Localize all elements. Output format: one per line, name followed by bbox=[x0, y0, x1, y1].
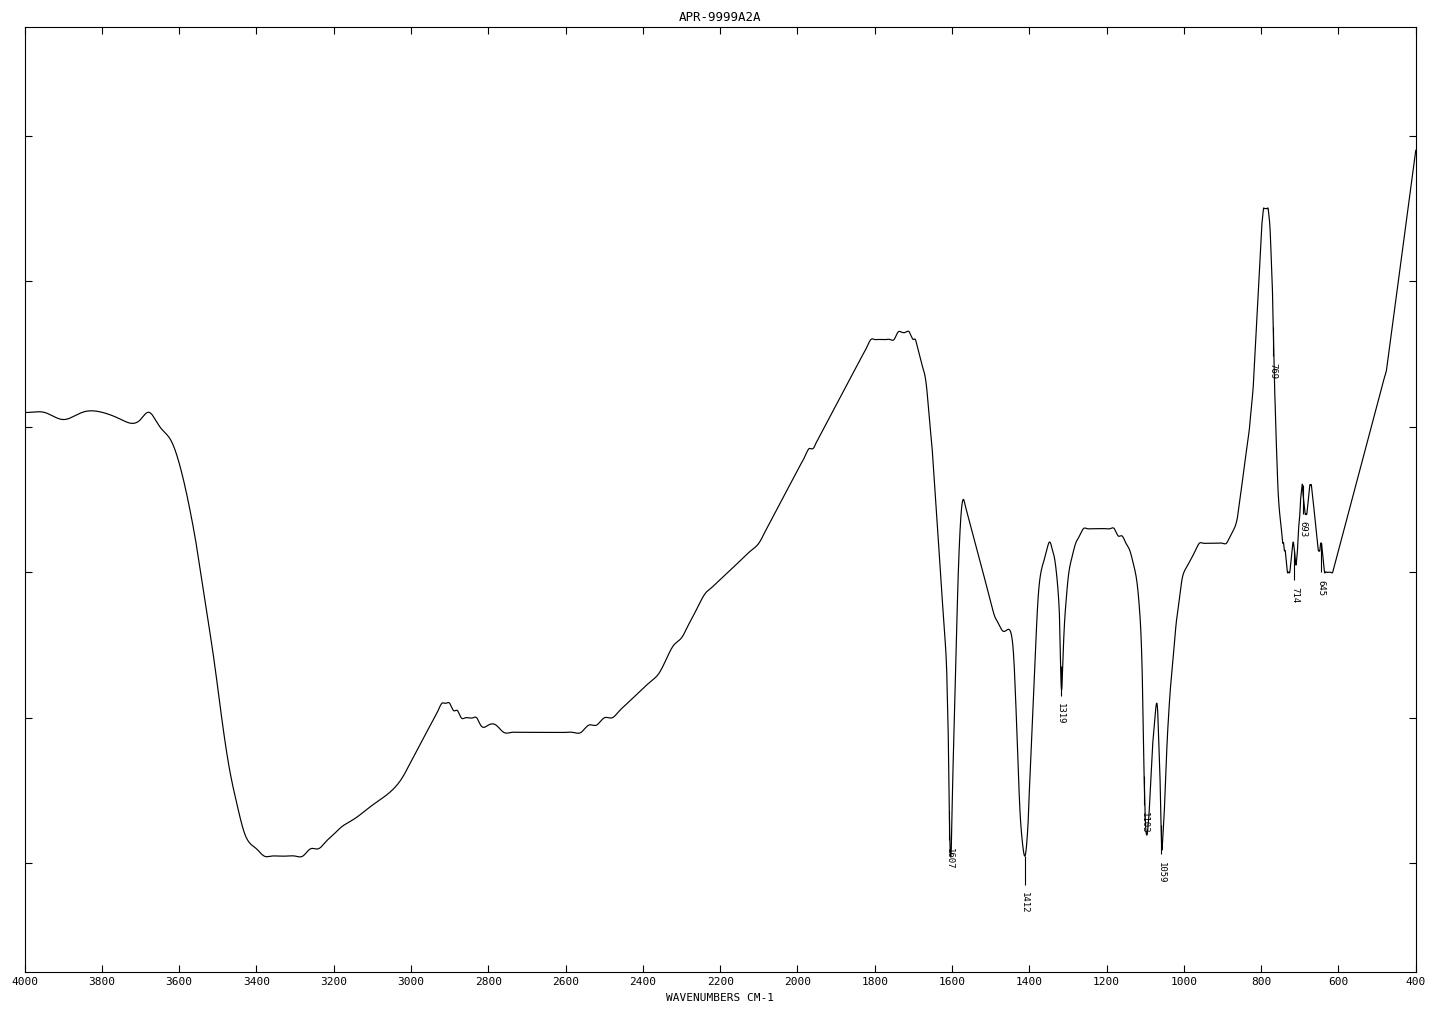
Text: 693: 693 bbox=[1298, 521, 1308, 537]
Text: 714: 714 bbox=[1290, 587, 1299, 603]
Text: 1103: 1103 bbox=[1140, 812, 1148, 834]
Title: APR-9999A2A: APR-9999A2A bbox=[678, 11, 762, 24]
Text: 645: 645 bbox=[1316, 580, 1325, 595]
X-axis label: WAVENUMBERS CM-1: WAVENUMBERS CM-1 bbox=[667, 993, 775, 1003]
Text: 1412: 1412 bbox=[1020, 892, 1029, 914]
Text: 1607: 1607 bbox=[946, 848, 954, 869]
Text: 1319: 1319 bbox=[1056, 703, 1065, 724]
Text: 769: 769 bbox=[1269, 363, 1277, 379]
Text: 1059: 1059 bbox=[1157, 862, 1165, 883]
